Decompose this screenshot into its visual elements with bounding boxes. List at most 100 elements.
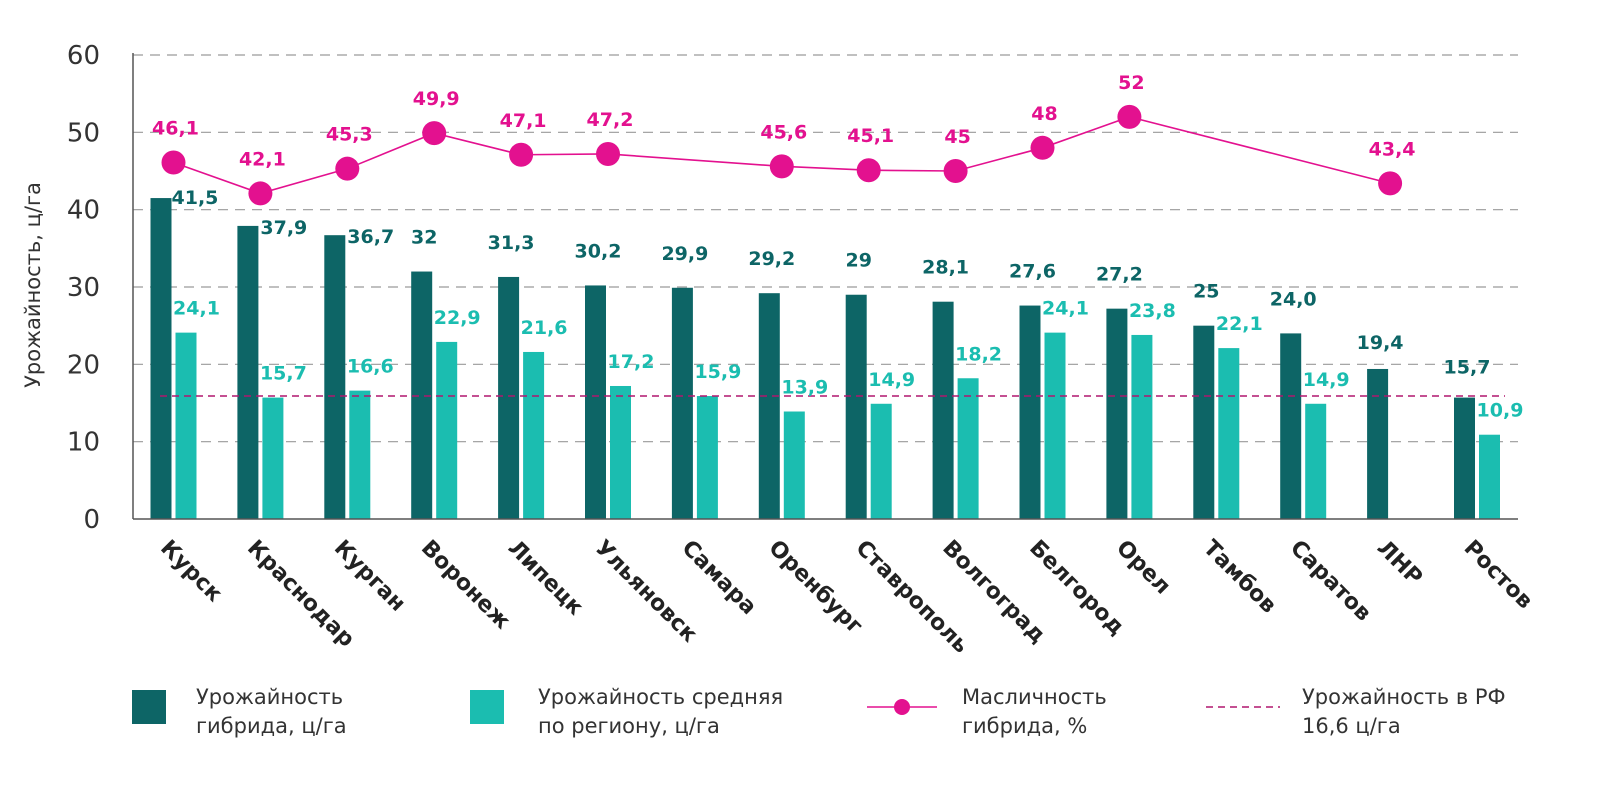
data-label-hybrid: 37,9: [260, 217, 307, 239]
legend-swatch-region-average: [470, 690, 504, 724]
bar-hybrid: [1019, 305, 1041, 519]
data-label-region-average: 23,8: [1129, 300, 1176, 322]
data-label-region-average: 13,9: [781, 377, 828, 399]
bar-region-average: [523, 351, 545, 519]
data-label-oil-content: 46,1: [152, 117, 199, 139]
data-label-region-average: 15,9: [694, 361, 741, 383]
bar-hybrid: [671, 287, 693, 519]
data-label-region-average: 10,9: [1477, 400, 1524, 422]
point-oil-content: [856, 158, 881, 183]
bar-hybrid: [1193, 325, 1215, 519]
point-oil-content: [1030, 135, 1055, 160]
bar-hybrid: [758, 293, 780, 519]
data-label-hybrid: 28,1: [922, 257, 969, 279]
y-axis-label: Урожайность, ц/га: [21, 182, 45, 388]
bar-region-average: [1044, 332, 1066, 519]
data-label-hybrid: 27,6: [1009, 261, 1056, 283]
point-oil-content: [596, 141, 620, 166]
bar-region-average: [1218, 348, 1240, 519]
data-label-region-average: 16,6: [347, 356, 394, 378]
axes: [132, 53, 1518, 520]
data-label-hybrid: 29: [845, 250, 871, 272]
data-label-oil-content: 45,6: [760, 121, 807, 143]
data-label-region-average: 22,1: [1216, 313, 1263, 335]
data-label-hybrid: 31,3: [488, 232, 535, 254]
data-label-oil-content: 47,1: [500, 110, 547, 132]
legend-label-region-average: по региону, ц/га: [538, 714, 720, 738]
y-tick-label: 40: [67, 196, 100, 226]
y-tick-label: 0: [83, 505, 100, 535]
bar-hybrid: [411, 271, 433, 519]
data-label-oil-content: 52: [1118, 72, 1144, 94]
bar-region-average: [1131, 334, 1153, 519]
bar-region-average: [783, 411, 805, 519]
data-label-oil-content: 48: [1031, 103, 1057, 125]
data-label-oil-content: 45,3: [326, 124, 373, 146]
category-label: Воронеж: [416, 536, 515, 635]
legend-label-hybrid: Урожайность: [196, 685, 343, 709]
category-label: Липецк: [503, 536, 588, 621]
data-label-region-average: 14,9: [868, 369, 915, 391]
bar-region-average: [1479, 434, 1500, 519]
data-label-hybrid: 25: [1193, 281, 1219, 303]
bar-region-average: [262, 397, 284, 519]
data-label-hybrid: 27,2: [1096, 264, 1143, 286]
data-label-hybrid: 29,9: [661, 243, 708, 265]
data-label-oil-content: 45,1: [847, 125, 894, 147]
legend: Урожайность гибрида, ц/га Урожайность сред…: [132, 685, 1506, 738]
data-label-region-average: 22,9: [434, 307, 481, 329]
bar-region-average: [436, 341, 458, 519]
category-label: Ростов: [1459, 536, 1538, 615]
data-label-hybrid: 41,5: [172, 187, 219, 209]
bar-hybrid: [150, 198, 172, 520]
bar-hybrid: [1106, 308, 1128, 519]
bar-hybrid: [845, 294, 867, 519]
data-label-oil-content: 45: [944, 126, 970, 148]
point-oil-content: [248, 181, 273, 206]
bar-region-average: [349, 390, 371, 519]
bar-hybrid: [1280, 333, 1302, 519]
legend-label-region-average: Урожайность средняя: [538, 685, 783, 709]
y-tick-label: 30: [67, 273, 100, 303]
point-oil-content: [1378, 171, 1403, 196]
y-tick-label: 60: [67, 41, 100, 71]
data-label-region-average: 17,2: [608, 351, 655, 373]
category-label: Орел: [1111, 536, 1175, 600]
data-label-oil-content: 47,2: [587, 109, 634, 131]
data-label-hybrid: 32: [411, 227, 437, 249]
y-tick-label: 10: [67, 428, 100, 458]
data-label-hybrid: 15,7: [1444, 357, 1491, 379]
bars: [150, 198, 1500, 520]
line-series: 46,1 42,1 45,3 49,9 47,1 47,2 45,6 45,1 45 48 52 43…: [152, 72, 1416, 206]
legend-label-oil-content: гибрида, %: [962, 714, 1087, 738]
legend-label-reference-line: Урожайность в РФ: [1302, 685, 1506, 709]
bar-region-average: [957, 378, 979, 519]
data-label-region-average: 18,2: [955, 343, 1002, 365]
bar-labels: 41,5 24,1 37,9 15,7 36,7 16,6 32 22,9 31,3 21,6 30…: [172, 187, 1524, 422]
category-label: Курган: [329, 536, 410, 617]
point-oil-content: [335, 156, 360, 181]
bar-region-average: [696, 396, 718, 519]
category-label: Тамбов: [1198, 536, 1281, 619]
category-label: Самара: [677, 536, 761, 620]
category-label: ЛНР: [1372, 536, 1427, 591]
data-label-hybrid: 24,0: [1270, 288, 1317, 310]
data-label-hybrid: 30,2: [575, 240, 622, 262]
y-tick-label: 20: [67, 350, 100, 380]
line-oil-content: [173, 116, 1391, 195]
point-oil-content: [943, 159, 968, 183]
data-label-oil-content: 42,1: [239, 148, 286, 170]
legend-swatch-oil-content-point: [894, 699, 910, 715]
category-label: Саратов: [1285, 536, 1376, 627]
bar-region-average: [1305, 403, 1327, 519]
point-oil-content: [161, 150, 186, 175]
bar-hybrid: [585, 285, 606, 519]
bar-region-average: [610, 385, 631, 519]
data-label-region-average: 15,7: [260, 363, 307, 385]
point-oil-content: [769, 154, 794, 179]
point-oil-content: [422, 121, 447, 146]
data-label-hybrid: 19,4: [1357, 332, 1404, 354]
data-label-region-average: 24,1: [173, 298, 220, 320]
bar-region-average: [175, 332, 197, 519]
